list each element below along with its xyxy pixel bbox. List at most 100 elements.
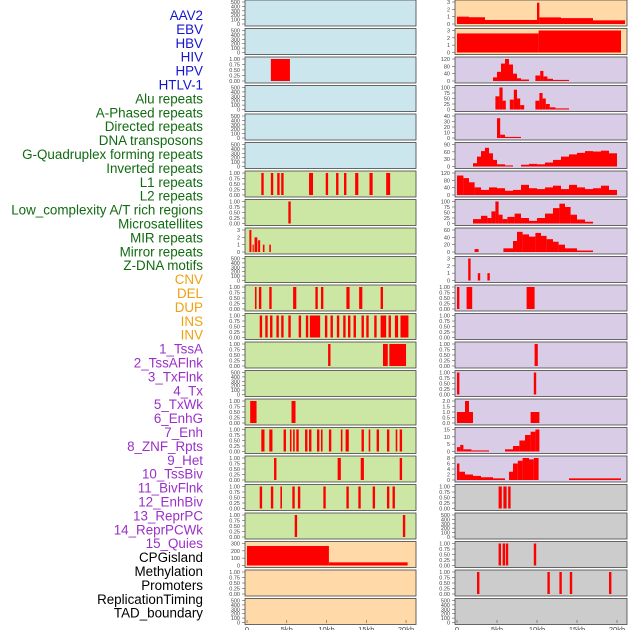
legend-label-repeat: Alu repeats (135, 91, 203, 106)
right-ytick-label: 0 (447, 621, 450, 627)
left-ytick-label: 0.75 (229, 291, 240, 297)
right-data-bar (535, 429, 540, 452)
left-ytick-label: 300 (231, 151, 240, 157)
right-data-bar (481, 215, 488, 224)
right-data-bar (457, 175, 464, 195)
right-ytick-label: 1.00 (439, 570, 450, 576)
left-data-bar (247, 546, 329, 566)
right-panel-bg (454, 427, 628, 454)
left-ytick-label: 0.25 (229, 216, 240, 222)
right-ytick-label: 60 (444, 228, 450, 234)
legend-label-epigenetic: ReplicationTiming (97, 592, 203, 607)
right-ytick-label: 2 (447, 264, 450, 270)
left-data-bar (368, 429, 371, 452)
right-data-bar (609, 153, 617, 167)
right-ytick-label: 0 (447, 250, 450, 256)
left-ytick-label: 0.00 (229, 507, 240, 513)
right-data-bar (491, 211, 496, 224)
right-ytick-label: 0.25 (439, 558, 450, 564)
left-data-bar (270, 59, 290, 81)
left-data-bar (270, 173, 274, 195)
right-data-bar (520, 105, 525, 110)
left-data-bar (305, 429, 308, 452)
left-data-bar (261, 173, 264, 195)
right-ytick-label: 0.75 (439, 348, 450, 354)
left-data-bar (309, 315, 321, 338)
left-data-bar (346, 287, 350, 309)
left-ytick-label: 0.50 (229, 581, 240, 587)
right-ytick-label: 0.75 (439, 576, 450, 582)
left-data-bar (293, 287, 297, 309)
right-data-bar (521, 218, 529, 224)
left-ytick-label: 0.75 (229, 348, 240, 354)
right-ytick-label: 2 (447, 36, 450, 42)
left-ytick-label: 100 (231, 46, 240, 52)
legend-label-repeat: MIR repeats (130, 230, 203, 245)
right-data-bar (505, 59, 509, 81)
left-panel-bg (244, 484, 417, 511)
right-data-bar (529, 163, 537, 167)
right-ytick-label: 2 (447, 7, 450, 13)
right-data-bar (609, 189, 617, 195)
left-data-bar (262, 244, 265, 252)
right-data-bar (561, 156, 569, 167)
right-data-bar (517, 78, 521, 81)
left-data-bar (258, 287, 262, 309)
left-ytick-label: 1.00 (229, 285, 240, 291)
right-data-bar (465, 474, 473, 480)
left-data-bar (348, 315, 351, 338)
legend-label-repeat: A-Phased repeats (96, 105, 203, 120)
right-data-bar (530, 412, 540, 423)
left-data-bar (254, 237, 258, 252)
left-ytick-label: 0 (237, 621, 240, 627)
left-ytick-label: 0.50 (229, 439, 240, 445)
right-data-bar (535, 232, 541, 252)
left-ytick-label: 400 (231, 261, 240, 267)
left-ytick-label: 300 (231, 379, 240, 385)
left-ytick-label: 0.00 (229, 307, 240, 313)
left-panel-bg (244, 455, 417, 483)
right-ytick-label: 90 (444, 143, 450, 149)
right-ytick-label: 500 (441, 599, 450, 605)
right-panel-bg (454, 370, 628, 397)
left-data-bar (389, 344, 407, 366)
left-data-bar (359, 287, 363, 309)
right-ytick-label: 0.50 (439, 296, 450, 302)
left-ytick-label: 1.00 (229, 342, 240, 348)
right-data-bar (501, 63, 505, 81)
legend-label-chromatin: 3_TxFlnk (148, 369, 203, 384)
right-data-bar (535, 100, 540, 110)
right-data-bar (497, 71, 501, 81)
right-ytick-label: 1.00 (439, 342, 450, 348)
right-data-bar (502, 543, 505, 566)
left-ytick-label: 100 (231, 132, 240, 138)
right-data-bar (545, 104, 550, 110)
legend-label-virus: HIV (181, 50, 203, 65)
right-data-bar (533, 458, 539, 480)
left-data-bar (297, 486, 301, 509)
right-ytick-label: 0.50 (439, 353, 450, 359)
left-panel-bg (244, 598, 417, 625)
right-xtick-label: 10kb (529, 625, 545, 630)
left-ytick-label: 500 (231, 86, 240, 92)
left-data-bar (259, 486, 263, 509)
right-data-bar (477, 273, 481, 281)
right-data-bar (577, 219, 585, 224)
right-ytick-label: 0 (447, 79, 450, 85)
right-data-bar (521, 79, 529, 81)
left-data-bar (402, 515, 406, 537)
left-data-bar (361, 315, 364, 338)
left-ytick-label: 0.50 (229, 524, 240, 530)
right-ytick-label: 50 (444, 211, 450, 217)
right-ytick-label: 0.00 (439, 307, 450, 313)
left-data-bar (382, 344, 388, 366)
right-ytick-label: 0.25 (439, 359, 450, 365)
left-ytick-label: 1.00 (229, 171, 240, 177)
left-data-bar (360, 458, 364, 480)
left-panel-bg (244, 85, 417, 112)
left-data-bar (259, 315, 263, 338)
right-data-bar (593, 20, 625, 24)
right-ytick-label: 0.75 (439, 376, 450, 382)
right-data-bar (457, 33, 539, 53)
left-data-bar (386, 486, 390, 509)
